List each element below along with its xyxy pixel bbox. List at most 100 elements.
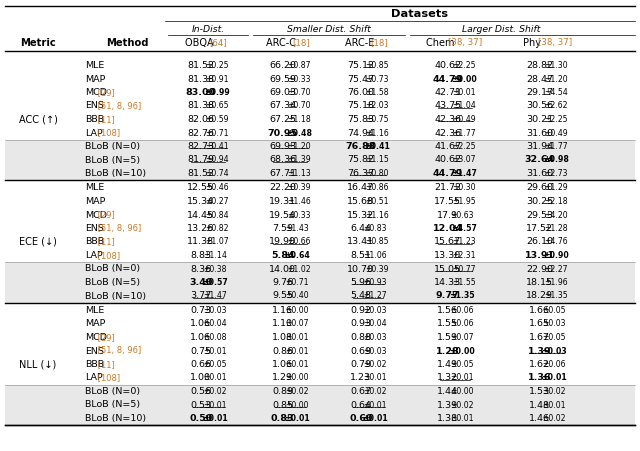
Text: 29.53: 29.53 bbox=[526, 211, 554, 220]
Text: [108]: [108] bbox=[95, 251, 120, 260]
Text: 15.67: 15.67 bbox=[434, 238, 461, 247]
Bar bbox=[5, 140, 635, 180]
Text: ±0.01: ±0.01 bbox=[285, 360, 309, 369]
Text: 12.55: 12.55 bbox=[188, 184, 214, 193]
Text: ±0.33: ±0.33 bbox=[287, 74, 310, 83]
Text: ±1.30: ±1.30 bbox=[544, 61, 568, 70]
Text: ±1.16: ±1.16 bbox=[365, 211, 388, 220]
Text: ±0.85: ±0.85 bbox=[365, 61, 388, 70]
Text: 8.36: 8.36 bbox=[190, 264, 211, 273]
Text: ±2.73: ±2.73 bbox=[544, 169, 568, 178]
Text: In-Dist.: In-Dist. bbox=[191, 24, 225, 33]
Text: 0.79: 0.79 bbox=[350, 360, 371, 369]
Text: [108]: [108] bbox=[95, 129, 120, 138]
Text: ±2.31: ±2.31 bbox=[452, 251, 476, 260]
Text: ±0.03: ±0.03 bbox=[204, 306, 227, 315]
Text: ±0.49: ±0.49 bbox=[452, 115, 476, 124]
Text: ±0.87: ±0.87 bbox=[287, 61, 310, 70]
Text: 1.65: 1.65 bbox=[529, 319, 550, 328]
Text: Metric: Metric bbox=[20, 38, 56, 48]
Text: ±1.20: ±1.20 bbox=[287, 142, 310, 151]
Text: 82.76: 82.76 bbox=[188, 129, 214, 138]
Text: ±0.64: ±0.64 bbox=[284, 251, 310, 260]
Text: ±2.25: ±2.25 bbox=[544, 115, 568, 124]
Text: 0.73: 0.73 bbox=[190, 306, 211, 315]
Text: Method: Method bbox=[106, 38, 148, 48]
Text: 1.66: 1.66 bbox=[529, 306, 550, 315]
Text: 0.66: 0.66 bbox=[190, 360, 211, 369]
Text: ±0.33: ±0.33 bbox=[287, 211, 310, 220]
Text: [51, 8, 96]: [51, 8, 96] bbox=[95, 346, 141, 355]
Text: 1.08: 1.08 bbox=[272, 333, 293, 342]
Text: ±1.07: ±1.07 bbox=[205, 238, 228, 247]
Text: ±0.99: ±0.99 bbox=[204, 88, 230, 97]
Text: 9.77: 9.77 bbox=[436, 291, 460, 300]
Text: 0.85: 0.85 bbox=[272, 400, 293, 410]
Text: 1.53: 1.53 bbox=[529, 387, 550, 396]
Text: ±0.94: ±0.94 bbox=[205, 156, 228, 165]
Text: ±0.01: ±0.01 bbox=[362, 414, 388, 423]
Text: 28.47: 28.47 bbox=[526, 74, 553, 83]
Text: 66.20: 66.20 bbox=[269, 61, 296, 70]
Text: ±0.02: ±0.02 bbox=[364, 387, 387, 396]
Text: LAP: LAP bbox=[85, 373, 103, 382]
Text: ±0.01: ±0.01 bbox=[202, 414, 228, 423]
Text: MLE: MLE bbox=[85, 61, 104, 70]
Text: ±0.02: ±0.02 bbox=[204, 387, 227, 396]
Text: 40.62: 40.62 bbox=[434, 61, 461, 70]
Text: ±2.03: ±2.03 bbox=[365, 101, 388, 110]
Text: 1.00: 1.00 bbox=[190, 373, 211, 382]
Text: ±1.13: ±1.13 bbox=[287, 169, 310, 178]
Text: ±1.02: ±1.02 bbox=[287, 264, 310, 273]
Text: 16.47: 16.47 bbox=[348, 184, 374, 193]
Text: 28.82: 28.82 bbox=[526, 61, 553, 70]
Text: 83.00: 83.00 bbox=[186, 88, 216, 97]
Text: 76.37: 76.37 bbox=[347, 169, 374, 178]
Text: ±1.96: ±1.96 bbox=[544, 278, 568, 287]
Text: 1.44: 1.44 bbox=[437, 387, 458, 396]
Text: ±0.01: ±0.01 bbox=[204, 400, 227, 410]
Text: 81.52: 81.52 bbox=[188, 169, 214, 178]
Text: ±1.27: ±1.27 bbox=[364, 291, 387, 300]
Text: ±0.01: ±0.01 bbox=[364, 373, 387, 382]
Text: ±0.86: ±0.86 bbox=[365, 184, 388, 193]
Text: 0.67: 0.67 bbox=[350, 387, 371, 396]
Text: 0.93: 0.93 bbox=[350, 319, 371, 328]
Text: ±0.38: ±0.38 bbox=[204, 264, 227, 273]
Text: BBB: BBB bbox=[85, 115, 104, 124]
Text: BLoB (N=10): BLoB (N=10) bbox=[85, 291, 146, 300]
Text: 19.54: 19.54 bbox=[269, 211, 296, 220]
Text: 0.92: 0.92 bbox=[350, 306, 371, 315]
Text: ±1.14: ±1.14 bbox=[203, 251, 227, 260]
Text: 31.94: 31.94 bbox=[526, 142, 554, 151]
Text: ±0.01: ±0.01 bbox=[451, 373, 474, 382]
Text: 14.33: 14.33 bbox=[434, 278, 461, 287]
Text: 82.73: 82.73 bbox=[187, 142, 214, 151]
Text: 0.53: 0.53 bbox=[190, 400, 211, 410]
Text: 13.26: 13.26 bbox=[187, 224, 214, 233]
Text: 1.23: 1.23 bbox=[350, 373, 371, 382]
Text: ±0.77: ±0.77 bbox=[452, 264, 476, 273]
Text: ±0.93: ±0.93 bbox=[364, 278, 387, 287]
Text: ±0.05: ±0.05 bbox=[542, 333, 566, 342]
Text: ±1.23: ±1.23 bbox=[452, 238, 476, 247]
Text: MLE: MLE bbox=[85, 306, 104, 315]
Text: ±0.75: ±0.75 bbox=[365, 115, 388, 124]
Text: 76.00: 76.00 bbox=[348, 88, 374, 97]
Text: ±0.02: ±0.02 bbox=[364, 360, 387, 369]
Text: 1.67: 1.67 bbox=[529, 333, 550, 342]
Text: ±1.04: ±1.04 bbox=[452, 101, 476, 110]
Text: ±1.39: ±1.39 bbox=[287, 156, 310, 165]
Text: 13.41: 13.41 bbox=[347, 238, 374, 247]
Text: BBB: BBB bbox=[85, 238, 104, 247]
Text: ±0.48: ±0.48 bbox=[286, 129, 312, 138]
Text: 44.79: 44.79 bbox=[433, 74, 463, 83]
Text: 74.94: 74.94 bbox=[348, 129, 374, 138]
Text: 29.60: 29.60 bbox=[526, 184, 553, 193]
Text: BLoB (N=10): BLoB (N=10) bbox=[85, 414, 146, 423]
Text: ±0.03: ±0.03 bbox=[364, 346, 387, 355]
Text: ±1.16: ±1.16 bbox=[365, 129, 388, 138]
Text: 19.90: 19.90 bbox=[269, 238, 296, 247]
Text: 17.55: 17.55 bbox=[434, 197, 461, 206]
Text: ±1.18: ±1.18 bbox=[287, 115, 310, 124]
